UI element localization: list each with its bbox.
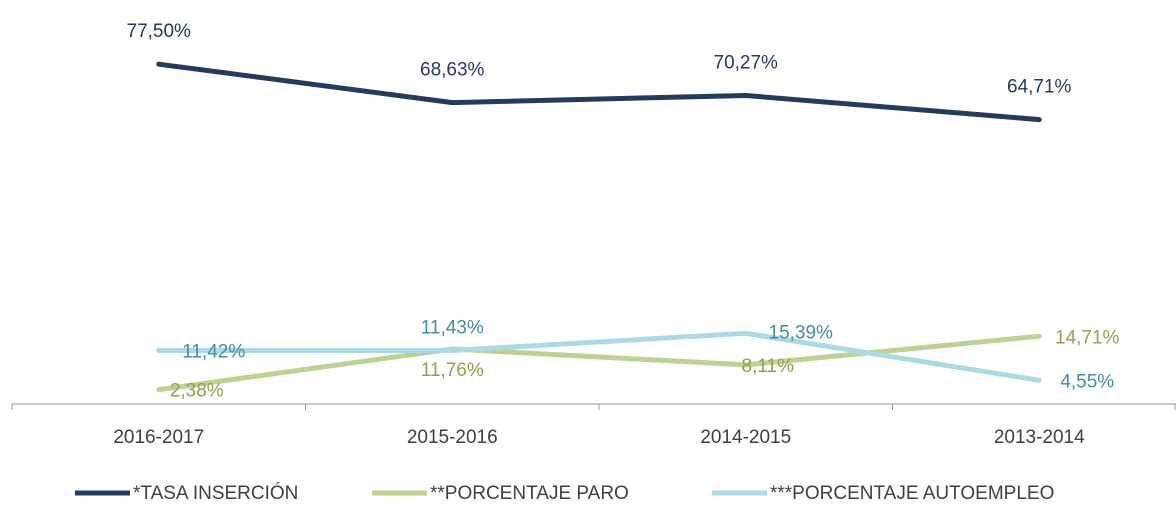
data-label: 15,39% — [769, 322, 834, 343]
data-label: 11,76% — [421, 360, 484, 381]
data-label: 4,55% — [1060, 371, 1114, 392]
series-line — [156, 61, 1042, 123]
data-label: 8,11% — [742, 356, 795, 377]
data-label: 77,50% — [127, 21, 192, 42]
x-tick-label: 2014-2015 — [700, 427, 791, 448]
data-label: 14,71% — [1055, 327, 1120, 348]
x-tick-label: 2015-2016 — [407, 427, 498, 448]
series-line — [156, 330, 1042, 383]
data-label: 64,71% — [1007, 77, 1072, 98]
x-tick-label: 2016-2017 — [113, 427, 204, 448]
data-label: 11,42% — [182, 342, 245, 363]
legend-label: ***PORCENTAJE AUTOEMPLEO — [770, 483, 1054, 504]
data-label: 70,27% — [714, 53, 779, 74]
series-line — [156, 333, 1042, 393]
data-label: 11,43% — [421, 317, 484, 338]
x-tick-label: 2013-2014 — [994, 427, 1085, 448]
legend-label: **PORCENTAJE PARO — [430, 483, 629, 504]
data-label: 68,63% — [420, 60, 485, 81]
data-label: 2,38% — [170, 381, 224, 402]
legend-label: *TASA INSERCIÓN — [133, 482, 298, 504]
